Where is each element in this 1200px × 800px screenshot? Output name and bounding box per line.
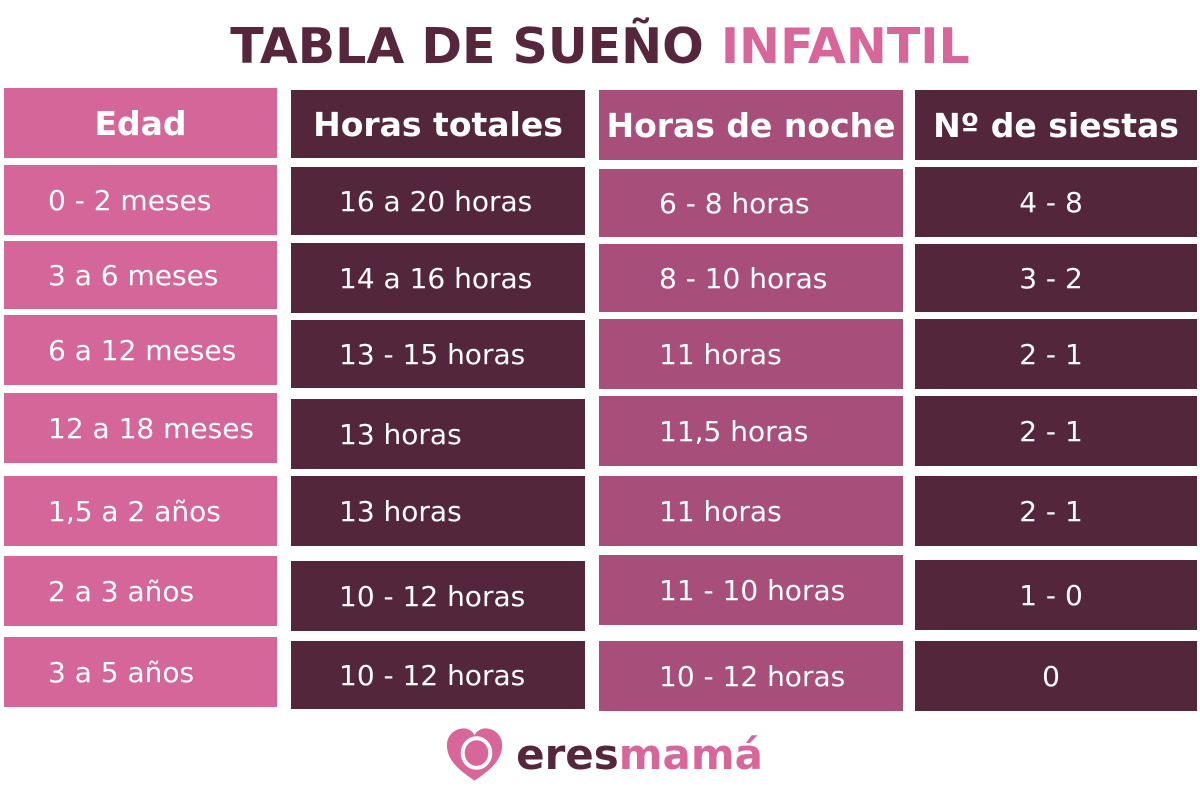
- cell-horas-noche: 6 - 8 horas: [599, 169, 903, 237]
- cell-siestas: 4 - 8: [915, 167, 1197, 237]
- cell-horas-totales: 13 horas: [291, 399, 585, 469]
- cell-horas-noche: 11 - 10 horas: [599, 555, 903, 625]
- cell-horas-totales: 10 - 12 horas: [291, 561, 585, 631]
- cell-siestas: 0: [915, 641, 1197, 711]
- cell-horas-totales: 16 a 20 horas: [291, 167, 585, 235]
- cell-horas-totales: 13 horas: [291, 476, 585, 546]
- header-siestas: Nº de siestas: [915, 90, 1197, 160]
- title-part-1: TABLA DE SUEÑO: [230, 18, 704, 75]
- cell-edad: 3 a 6 meses: [4, 241, 277, 309]
- cell-siestas: 2 - 1: [915, 476, 1197, 546]
- cell-horas-noche: 11 horas: [599, 476, 903, 546]
- brand-wordmark: eresmamá: [516, 734, 763, 776]
- cell-edad: 0 - 2 meses: [4, 165, 277, 235]
- header-horas-totales: Horas totales: [291, 90, 585, 158]
- cell-siestas: 1 - 0: [915, 560, 1197, 630]
- cell-horas-noche: 11 horas: [599, 319, 903, 389]
- cell-edad: 12 a 18 meses: [4, 393, 277, 463]
- header-horas-noche: Horas de noche: [599, 90, 903, 160]
- cell-horas-noche: 11,5 horas: [599, 396, 903, 466]
- brand-eres: eres: [516, 730, 619, 779]
- title-part-2: INFANTIL: [720, 18, 970, 75]
- cell-edad: 2 a 3 años: [4, 556, 277, 626]
- heart-logo-icon: [446, 728, 503, 781]
- cell-edad: 6 a 12 meses: [4, 315, 277, 385]
- cell-edad: 3 a 5 años: [4, 637, 277, 707]
- cell-horas-totales: 13 - 15 horas: [291, 320, 585, 388]
- header-edad: Edad: [4, 88, 277, 158]
- brand-logo: eresmamá: [443, 722, 763, 788]
- cell-siestas: 2 - 1: [915, 319, 1197, 389]
- cell-siestas: 3 - 2: [915, 244, 1197, 312]
- cell-siestas: 2 - 1: [915, 396, 1197, 466]
- cell-horas-totales: 10 - 12 horas: [291, 641, 585, 709]
- cell-edad: 1,5 a 2 años: [4, 476, 277, 546]
- page-title: TABLA DE SUEÑO INFANTIL: [0, 14, 1200, 80]
- cell-horas-totales: 14 a 16 horas: [291, 243, 585, 313]
- cell-horas-noche: 10 - 12 horas: [599, 641, 903, 711]
- brand-mama: mamá: [618, 730, 763, 779]
- cell-horas-noche: 8 - 10 horas: [599, 244, 903, 312]
